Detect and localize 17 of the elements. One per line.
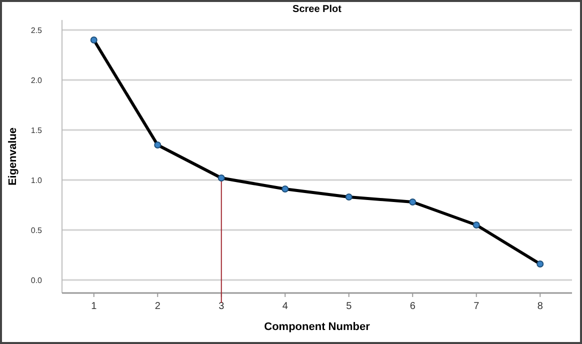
x-tick-label: 6 [410, 301, 416, 312]
x-tick-label: 5 [346, 301, 352, 312]
x-tick-label: 3 [218, 301, 225, 312]
y-tick-label: 2.0 [30, 76, 43, 85]
y-axis-title: Eigenvalue [7, 127, 19, 186]
x-tick-label: 7 [474, 301, 480, 312]
y-tick-label: 1.0 [30, 176, 43, 185]
y-tick-label: 0.0 [30, 276, 43, 285]
x-tick-label: 4 [282, 301, 288, 312]
y-tick-label: 0.5 [30, 226, 43, 235]
y-tick-label: 2.5 [30, 26, 43, 35]
y-tick-label: 1.5 [30, 126, 43, 135]
x-axis-title: Component Number [264, 321, 371, 333]
x-tick-label: 2 [154, 301, 161, 312]
chart-title: Scree Plot [292, 4, 342, 15]
x-tick-label: 1 [91, 301, 98, 312]
x-tick-label: 8 [537, 301, 544, 312]
